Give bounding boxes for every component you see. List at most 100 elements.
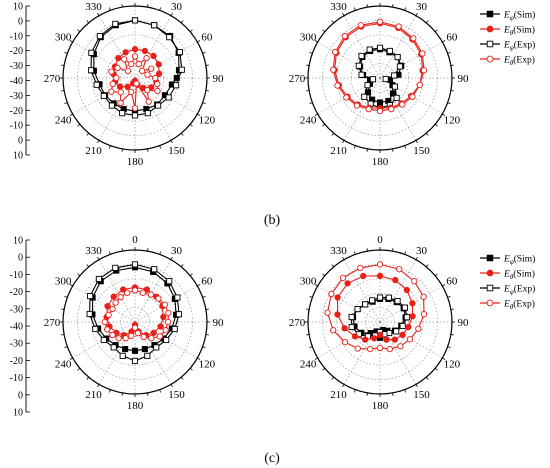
- radial-tick-label: -10: [10, 121, 23, 132]
- data-point: [109, 305, 116, 313]
- angle-tick-label: 0: [132, 0, 138, 2]
- data-point: [164, 318, 172, 326]
- radial-tick-label: -10: [10, 270, 23, 281]
- data-point: [144, 87, 151, 94]
- legend-item-ephi_sim: Eφ(Sim): [480, 254, 535, 266]
- data-point: [370, 335, 378, 342]
- angle-tick-mark: [450, 90, 454, 92]
- data-point: [144, 110, 151, 117]
- data-point: [95, 275, 102, 283]
- legend-marker: [486, 269, 494, 277]
- angle-tick-label: 30: [416, 245, 428, 257]
- angle-tick-mark: [415, 256, 418, 260]
- angle-tick-label: 180: [372, 156, 389, 168]
- legend-item-etheta_sim: Eθ(Sim): [480, 25, 535, 37]
- data-point: [138, 67, 146, 75]
- data-point: [150, 52, 157, 60]
- data-point: [388, 105, 395, 113]
- angle-tick-mark: [159, 251, 162, 255]
- data-point: [343, 94, 350, 101]
- angle-tick-label: 210: [330, 389, 347, 401]
- data-point: [173, 82, 180, 89]
- angle-tick-label: 120: [444, 115, 461, 127]
- data-point: [135, 60, 142, 68]
- data-point: [399, 331, 406, 339]
- angle-tick-mark: [306, 90, 310, 92]
- polar-panels: 0306090120150180210240270300330100-10-20…: [10, 0, 469, 419]
- data-point: [148, 65, 155, 72]
- data-point: [156, 333, 164, 340]
- data-point: [124, 83, 131, 90]
- angle-tick-mark: [447, 295, 451, 298]
- data-point: [376, 331, 384, 339]
- legend-label: Eφ(Exp): [503, 40, 535, 53]
- angle-tick-label: 240: [55, 359, 72, 371]
- data-point: [353, 102, 361, 109]
- data-point: [134, 329, 142, 337]
- data-point: [157, 323, 164, 330]
- angle-tick-label: 330: [330, 245, 347, 257]
- data-point: [178, 66, 185, 73]
- angle-tick-mark: [447, 51, 451, 54]
- angle-tick-label: 330: [85, 245, 102, 257]
- data-point: [148, 335, 155, 342]
- angle-tick-mark: [404, 145, 407, 149]
- angle-tick-label: 0: [132, 234, 138, 246]
- data-point: [415, 325, 422, 332]
- angle-tick-mark: [147, 4, 149, 8]
- data-point: [87, 67, 95, 74]
- data-point: [116, 83, 124, 90]
- legend-marker: [486, 10, 494, 18]
- data-point: [165, 309, 172, 317]
- data-point: [151, 22, 158, 29]
- angle-tick-mark: [309, 51, 313, 54]
- angle-tick-mark: [202, 51, 206, 54]
- angle-tick-mark: [434, 367, 438, 371]
- angle-tick-label: 210: [330, 145, 347, 157]
- data-point: [104, 326, 111, 333]
- series-etheta_sim: [334, 272, 416, 343]
- angle-tick-mark: [353, 389, 356, 393]
- data-point: [348, 313, 355, 321]
- data-point: [140, 333, 147, 341]
- angle-tick-mark: [205, 334, 209, 336]
- angle-tick-mark: [322, 367, 326, 371]
- angle-tick-mark: [147, 248, 149, 252]
- legend-item-etheta_exp: Eθ(Exp): [480, 55, 535, 68]
- data-point: [143, 54, 150, 62]
- angle-tick-label: 330: [85, 1, 102, 13]
- data-point: [108, 68, 115, 75]
- data-point: [131, 17, 139, 24]
- grid-spoke: [343, 15, 381, 79]
- angle-tick-label: 270: [44, 73, 61, 85]
- angle-tick-mark: [309, 295, 313, 298]
- angle-tick-label: 150: [168, 389, 185, 401]
- angle-tick-mark: [108, 389, 111, 393]
- angle-tick-mark: [442, 284, 446, 287]
- data-point: [100, 92, 107, 100]
- data-point: [175, 311, 183, 318]
- grid-spoke: [134, 15, 172, 79]
- angle-tick-label: 60: [201, 276, 213, 288]
- angle-tick-label: 30: [171, 245, 183, 257]
- data-point: [119, 110, 126, 117]
- angle-tick-mark: [180, 376, 184, 380]
- angle-tick-mark: [197, 113, 201, 116]
- angle-tick-mark: [342, 384, 345, 388]
- radial-tick-label: -40: [10, 76, 23, 87]
- angle-tick-mark: [306, 308, 310, 310]
- data-point: [354, 305, 361, 313]
- angle-tick-mark: [342, 12, 345, 16]
- angle-tick-mark: [69, 357, 73, 360]
- angle-tick-label: 90: [458, 73, 470, 85]
- angle-tick-mark: [314, 357, 318, 360]
- angle-tick-mark: [69, 284, 73, 287]
- legend-label: Eθ(Exp): [503, 55, 535, 68]
- angle-tick-mark: [61, 64, 65, 66]
- angle-tick-mark: [425, 376, 429, 380]
- data-point: [344, 280, 351, 287]
- data-point: [115, 54, 122, 62]
- angle-tick-mark: [64, 346, 68, 349]
- angle-tick-label: 180: [127, 156, 144, 168]
- data-point: [362, 336, 369, 343]
